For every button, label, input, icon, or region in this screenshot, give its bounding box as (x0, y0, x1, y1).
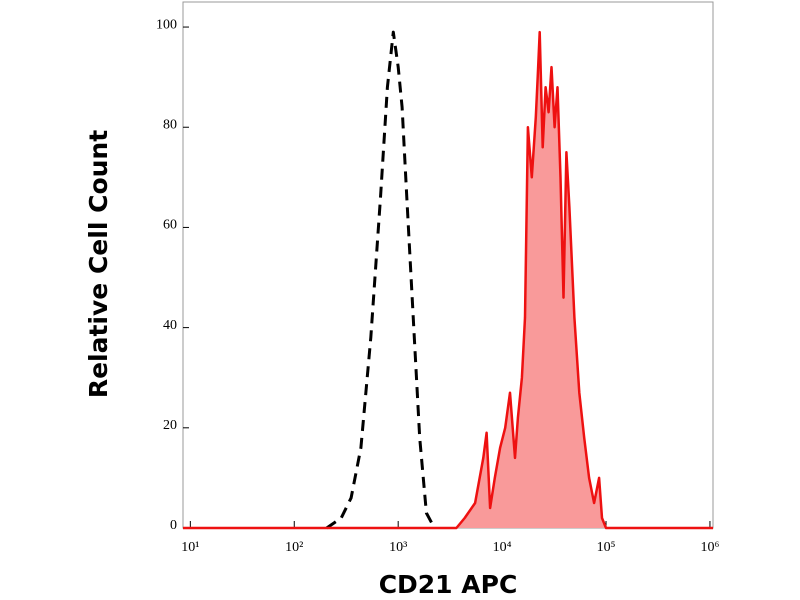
x-tick-label: 10³ (389, 540, 407, 555)
y-tick-label: 80 (163, 117, 177, 132)
x-tick-label: 10¹ (181, 540, 199, 555)
x-tick-label: 10⁴ (493, 540, 512, 555)
x-tick-label: 10⁶ (701, 540, 720, 555)
y-tick-label: 100 (156, 17, 177, 32)
histogram-line (183, 30, 713, 530)
plot-frame (182, 1, 714, 529)
y-tick-label: 60 (163, 218, 177, 233)
histogram-line (325, 30, 436, 530)
y-tick-label: 0 (170, 518, 177, 533)
y-axis-title: Relative Cell Count (84, 130, 113, 398)
y-tick-label: 20 (163, 418, 177, 433)
histogram-area (183, 32, 713, 528)
x-tick-label: 10² (285, 540, 303, 555)
x-tick-label: 10⁵ (597, 540, 616, 555)
x-axis-title: CD21 APC (379, 570, 518, 599)
y-tick-label: 40 (163, 318, 177, 333)
